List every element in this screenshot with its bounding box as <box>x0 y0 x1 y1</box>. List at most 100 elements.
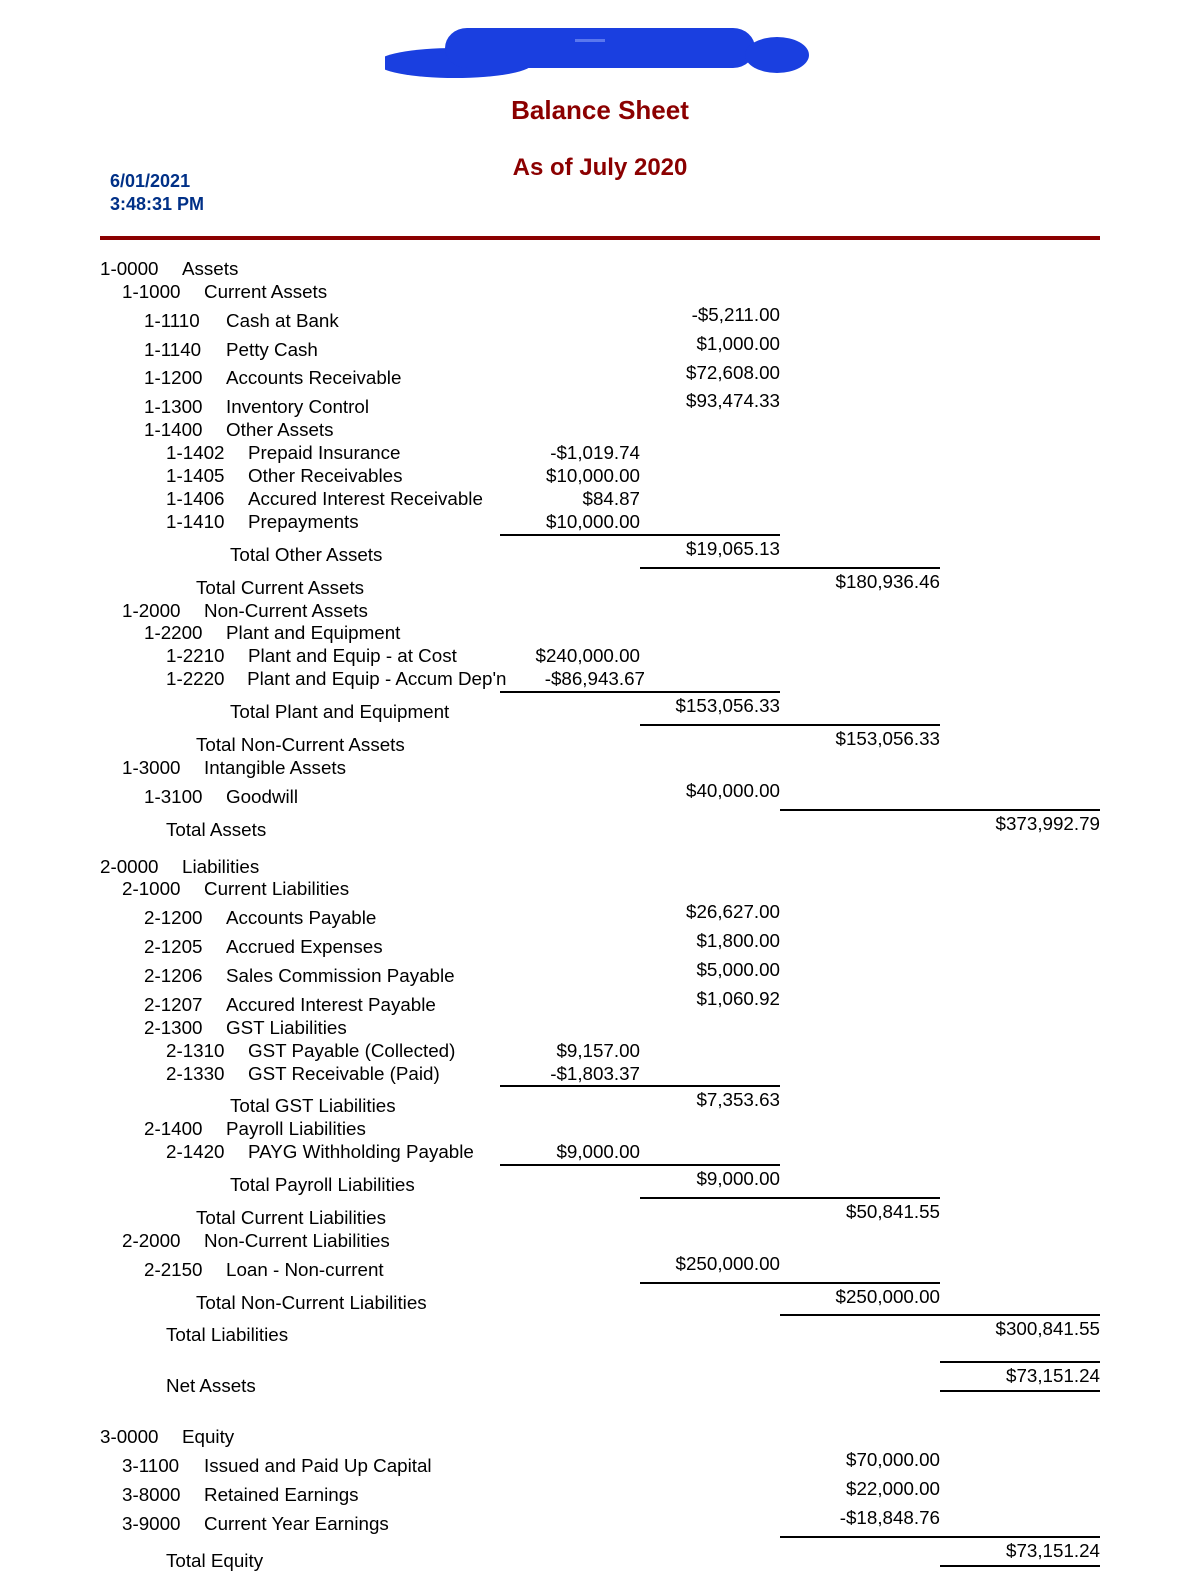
section-header: 2-0000 Liabilities <box>100 856 1100 879</box>
balance-sheet-page: Balance Sheet As of July 2020 6/01/2021 … <box>0 0 1200 1553</box>
amount: $73,151.24 <box>940 1536 1100 1567</box>
amount: $373,992.79 <box>940 809 1100 836</box>
subtotal: Total GST Liabilities $7,353.63 <box>100 1085 1100 1118</box>
account-code: 1-1410 <box>166 511 248 534</box>
net-assets: Net Assets $73,151.24 <box>100 1361 1100 1398</box>
line-item: 1-2220 Plant and Equip - Accum Dep'n -$8… <box>100 668 1100 691</box>
account-label: Total Non-Current Liabilities <box>196 1292 427 1315</box>
generated-timestamp: 6/01/2021 3:48:31 PM <box>110 170 204 215</box>
account-label: Cash at Bank <box>226 310 339 333</box>
account-label: Sales Commission Payable <box>226 965 455 988</box>
account-label: Total Assets <box>166 819 266 842</box>
report-subtitle: As of July 2020 <box>100 154 1100 182</box>
account-label: Non-Current Assets <box>204 600 368 623</box>
amount: -$1,019.74 <box>500 442 640 465</box>
account-label: Intangible Assets <box>204 757 346 780</box>
account-label: Petty Cash <box>226 339 318 362</box>
account-label: Accured Interest Receivable <box>248 488 483 511</box>
account-label: Current Year Earnings <box>204 1513 389 1536</box>
line-item: 1-1110 Cash at Bank -$5,211.00 <box>100 304 1100 333</box>
account-label: Issued and Paid Up Capital <box>204 1455 432 1478</box>
amount: $9,000.00 <box>500 1141 640 1164</box>
amount: $10,000.00 <box>500 511 640 534</box>
amount: $40,000.00 <box>640 780 780 803</box>
line-item: 1-1300 Inventory Control $93,474.33 <box>100 390 1100 419</box>
account-label: Liabilities <box>182 856 259 879</box>
section-header: 1-2200 Plant and Equipment <box>100 622 1100 645</box>
amount: $1,800.00 <box>640 930 780 953</box>
account-label: GST Receivable (Paid) <box>248 1063 440 1086</box>
account-label: Total GST Liabilities <box>230 1095 396 1118</box>
line-item: 1-1402 Prepaid Insurance -$1,019.74 <box>100 442 1100 465</box>
account-code: 1-2220 <box>166 668 247 691</box>
account-label: Prepaid Insurance <box>248 442 400 465</box>
line-item: 2-1420 PAYG Withholding Payable $9,000.0… <box>100 1141 1100 1164</box>
line-item: 2-1310 GST Payable (Collected) $9,157.00 <box>100 1040 1100 1063</box>
account-label: Plant and Equip - at Cost <box>248 645 457 668</box>
grand-total: Total Assets $373,992.79 <box>100 809 1100 842</box>
section-header: 1-1400 Other Assets <box>100 419 1100 442</box>
account-code: 2-1300 <box>144 1017 226 1040</box>
subtotal: Total Payroll Liabilities $9,000.00 <box>100 1164 1100 1197</box>
line-item: 1-2210 Plant and Equip - at Cost $240,00… <box>100 645 1100 668</box>
section-header: 1-1000 Current Assets <box>100 281 1100 304</box>
subtotal: Total Non-Current Assets $153,056.33 <box>100 724 1100 757</box>
account-label: GST Liabilities <box>226 1017 347 1040</box>
section-header: 1-2000 Non-Current Assets <box>100 600 1100 623</box>
line-item: 1-1410 Prepayments $10,000.00 <box>100 511 1100 534</box>
account-label: Accured Interest Payable <box>226 994 436 1017</box>
amount: $5,000.00 <box>640 959 780 982</box>
account-code: 2-1205 <box>144 936 226 959</box>
account-label: Total Non-Current Assets <box>196 734 405 757</box>
amount: $180,936.46 <box>780 567 940 594</box>
account-label: Plant and Equip - Accum Dep'n <box>247 668 506 691</box>
account-label: Equity <box>182 1426 234 1449</box>
account-label: Prepayments <box>248 511 359 534</box>
amount: $9,157.00 <box>500 1040 640 1063</box>
amount: $19,065.13 <box>640 534 780 561</box>
line-item: 2-1205 Accrued Expenses $1,800.00 <box>100 930 1100 959</box>
account-code: 1-0000 <box>100 258 182 281</box>
account-label: Total Current Liabilities <box>196 1207 386 1230</box>
amount: $250,000.00 <box>780 1282 940 1309</box>
amount: $10,000.00 <box>500 465 640 488</box>
section-header: 3-0000 Equity <box>100 1426 1100 1449</box>
account-code: 2-1206 <box>144 965 226 988</box>
line-item: 1-1200 Accounts Receivable $72,608.00 <box>100 362 1100 391</box>
account-label: Total Other Assets <box>230 544 382 567</box>
account-code: 1-3000 <box>122 757 204 780</box>
amount: $240,000.00 <box>500 645 640 668</box>
amount: $72,608.00 <box>640 362 780 385</box>
account-label: Total Current Assets <box>196 577 364 600</box>
account-code: 2-1420 <box>166 1141 248 1164</box>
section-header: 2-1300 GST Liabilities <box>100 1017 1100 1040</box>
account-code: 1-1200 <box>144 367 226 390</box>
line-item: 3-9000 Current Year Earnings -$18,848.76 <box>100 1507 1100 1536</box>
account-label: Goodwill <box>226 786 298 809</box>
company-name-redacted <box>385 25 815 80</box>
line-item: 2-1330 GST Receivable (Paid) -$1,803.37 <box>100 1063 1100 1086</box>
section-header: 1-3000 Intangible Assets <box>100 757 1100 780</box>
section-header: 2-1400 Payroll Liabilities <box>100 1118 1100 1141</box>
report-body: 1-0000 Assets 1-1000 Current Assets 1-11… <box>100 258 1100 1572</box>
account-code: 1-1402 <box>166 442 248 465</box>
account-label: Other Receivables <box>248 465 403 488</box>
amount: $84.87 <box>500 488 640 511</box>
account-code: 3-9000 <box>122 1513 204 1536</box>
amount: $50,841.55 <box>780 1197 940 1224</box>
account-code: 1-1140 <box>144 339 226 362</box>
line-item: 2-1207 Accured Interest Payable $1,060.9… <box>100 988 1100 1017</box>
account-label: Other Assets <box>226 419 334 442</box>
amount: $300,841.55 <box>940 1314 1100 1341</box>
account-code: 2-2000 <box>122 1230 204 1253</box>
amount: -$5,211.00 <box>640 304 780 327</box>
account-label: Plant and Equipment <box>226 622 400 645</box>
amount: $93,474.33 <box>640 390 780 413</box>
account-code: 1-1400 <box>144 419 226 442</box>
amount: $153,056.33 <box>640 691 780 718</box>
timestamp-time: 3:48:31 PM <box>110 193 204 216</box>
account-label: Current Assets <box>204 281 327 304</box>
account-label: Payroll Liabilities <box>226 1118 366 1141</box>
line-item: 3-1100 Issued and Paid Up Capital $70,00… <box>100 1449 1100 1478</box>
account-label: PAYG Withholding Payable <box>248 1141 474 1164</box>
